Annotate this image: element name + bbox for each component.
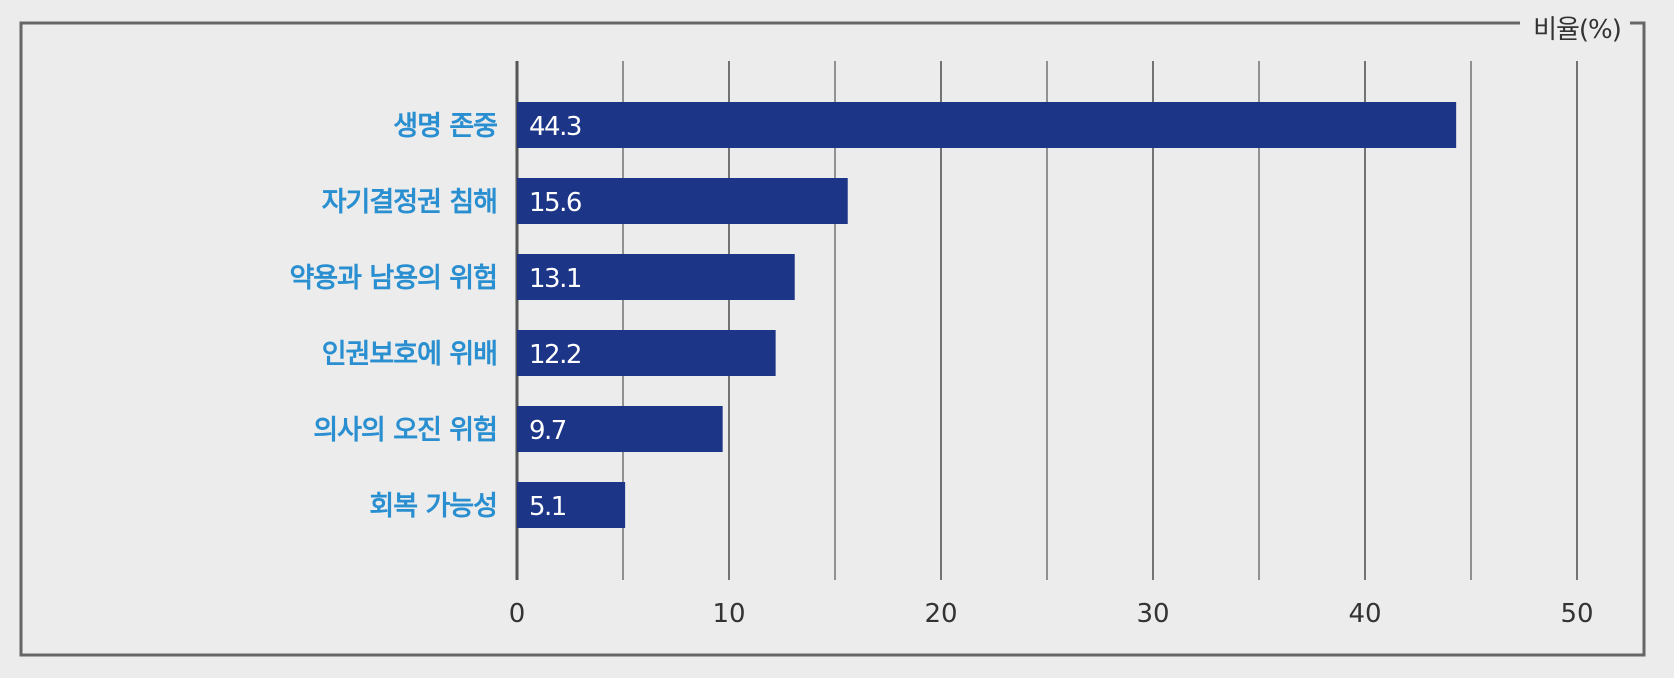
x-tick-label: 10 bbox=[712, 599, 745, 629]
category-label: 자기결정권 침해 bbox=[322, 187, 497, 218]
x-tick-label: 20 bbox=[924, 599, 957, 629]
x-tick-label: 30 bbox=[1136, 599, 1169, 629]
bar-value-label: 44.3 bbox=[529, 112, 581, 142]
x-tick-label: 50 bbox=[1560, 599, 1593, 629]
bar-value-label: 13.1 bbox=[529, 264, 581, 294]
category-label: 회복 가능성 bbox=[369, 491, 497, 522]
category-label: 의사의 오진 위험 bbox=[313, 415, 497, 446]
bar-value-label: 9.7 bbox=[529, 416, 566, 446]
bar-value-label: 12.2 bbox=[529, 340, 581, 370]
bar bbox=[517, 482, 626, 528]
chart-frame bbox=[19, 21, 1646, 657]
category-label: 약용과 남용의 위험 bbox=[289, 263, 497, 294]
bar bbox=[517, 254, 795, 300]
x-tick-label: 40 bbox=[1348, 599, 1381, 629]
category-label: 생명 존중 bbox=[393, 111, 497, 142]
unit-label: 비율(%) bbox=[1533, 15, 1621, 45]
category-label: 인권보호에 위배 bbox=[322, 339, 497, 370]
bar bbox=[517, 178, 848, 224]
bar bbox=[517, 406, 723, 452]
bar-value-label: 5.1 bbox=[529, 492, 566, 522]
bar bbox=[517, 102, 1457, 148]
bar-value-label: 15.6 bbox=[529, 188, 581, 218]
x-tick-label: 0 bbox=[509, 599, 526, 629]
bar bbox=[517, 330, 776, 376]
